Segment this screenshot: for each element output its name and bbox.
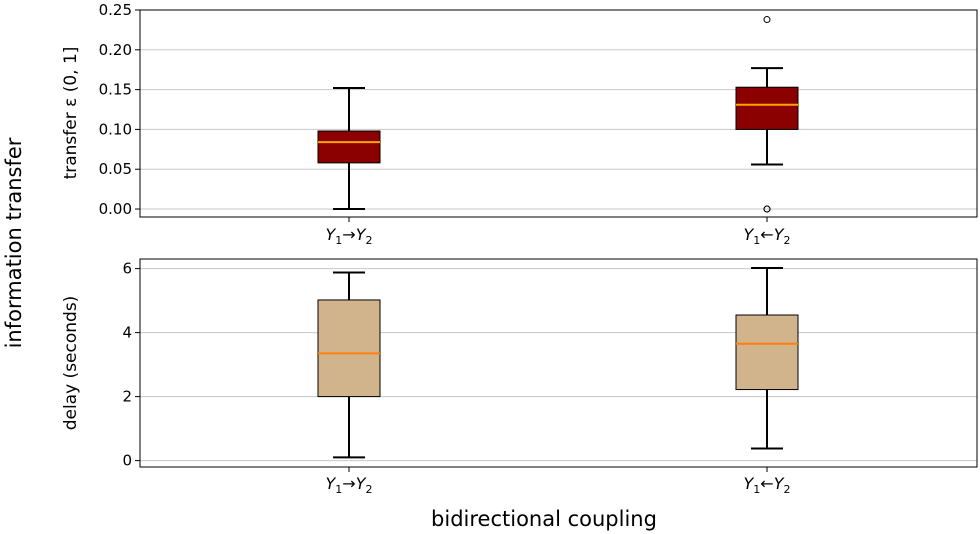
x-tick-label: Y1←Y2	[744, 474, 791, 496]
y-axis-label: delay (seconds)	[61, 296, 81, 431]
outlier-point	[763, 205, 771, 213]
y-tick-label: 4	[122, 324, 132, 342]
outlier-point	[763, 16, 771, 24]
axes-frame	[139, 258, 978, 468]
transfer-panel: 0.00 0.05 0.10 0.15 0.20 0.25 transfer ε (0, 1…	[61, 1, 978, 247]
figure-x-label: bidirectional coupling	[431, 507, 657, 531]
y-tick-label: 0.05	[99, 160, 132, 178]
figure-y-label: information transfer	[2, 137, 26, 348]
y-axis-label: transfer ε (0, 1]	[61, 47, 81, 180]
y-tick-label: 2	[122, 388, 132, 406]
delay-panel: 0 2 4 6 delay (seconds) Y1→Y2 Y1←Y2	[61, 258, 978, 496]
y-tick-label: 0.15	[99, 81, 132, 99]
y-tick-label: 0.20	[99, 41, 132, 59]
box-iqr	[317, 299, 381, 398]
axes-frame	[139, 9, 978, 218]
box-iqr	[317, 130, 381, 164]
x-tick-label: Y1→Y2	[326, 474, 373, 496]
y-tick-label: 0.10	[99, 120, 132, 138]
y-tick-label: 0	[122, 452, 132, 470]
box-iqr	[735, 314, 799, 391]
x-tick-label: Y1←Y2	[744, 225, 791, 247]
box-1	[317, 87, 381, 211]
box-2	[735, 266, 799, 450]
box-iqr	[735, 86, 799, 130]
y-tick-label: 0.25	[99, 1, 132, 19]
x-tick-label: Y1→Y2	[326, 225, 373, 247]
y-tick-label: 6	[122, 260, 132, 278]
y-tick-label: 0.00	[99, 200, 132, 218]
box-2	[735, 16, 799, 213]
box-1	[317, 271, 381, 459]
